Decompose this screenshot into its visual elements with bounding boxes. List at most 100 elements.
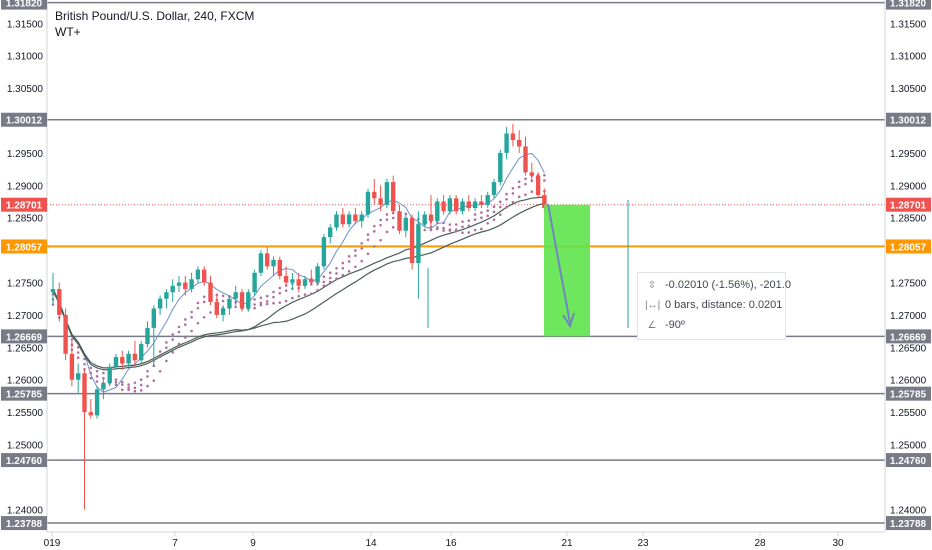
- candle-body[interactable]: [227, 298, 232, 309]
- candle-body[interactable]: [107, 366, 112, 383]
- candle-body[interactable]: [504, 133, 509, 153]
- candle-body[interactable]: [296, 279, 301, 286]
- candle-body[interactable]: [384, 182, 390, 205]
- level-price-tag-right: 1.31820: [890, 0, 927, 10]
- candle-body[interactable]: [359, 214, 364, 221]
- candle-body[interactable]: [510, 133, 516, 140]
- candle-body[interactable]: [466, 201, 471, 209]
- candle-body[interactable]: [176, 282, 182, 286]
- candle-body[interactable]: [283, 276, 289, 283]
- candle-body[interactable]: [422, 214, 427, 225]
- candle-body[interactable]: [460, 201, 465, 212]
- candle-body[interactable]: [50, 289, 56, 293]
- price-range-measure[interactable]: [427, 200, 629, 337]
- candle-body[interactable]: [88, 412, 93, 416]
- candle-body[interactable]: [315, 266, 320, 283]
- wt-dot-band-1: [454, 223, 458, 226]
- candle-body[interactable]: [479, 201, 484, 205]
- candle-body[interactable]: [132, 353, 138, 361]
- candle-body[interactable]: [139, 344, 144, 361]
- candle-body[interactable]: [353, 214, 358, 221]
- candle-body[interactable]: [416, 224, 421, 264]
- candle-body[interactable]: [164, 292, 169, 299]
- candle-body[interactable]: [372, 191, 377, 199]
- symbol-title[interactable]: British Pound/U.S. Dollar, 240, FXCM: [55, 9, 255, 23]
- candle-body[interactable]: [346, 214, 352, 225]
- candle-body[interactable]: [265, 253, 270, 267]
- candle-body[interactable]: [145, 327, 150, 345]
- candle-body[interactable]: [126, 353, 131, 364]
- candle-body[interactable]: [277, 259, 282, 277]
- wt-dot-band-2: [121, 388, 124, 392]
- wt-dot-band-1: [177, 325, 181, 329]
- candle-body[interactable]: [447, 198, 453, 212]
- candle-body[interactable]: [517, 139, 522, 147]
- candle-body[interactable]: [233, 292, 238, 299]
- trend-arrow[interactable]: [547, 203, 571, 324]
- candle-body[interactable]: [76, 373, 81, 380]
- candle-body[interactable]: [271, 259, 276, 267]
- y-tick-label-right: 1.25500: [890, 408, 927, 419]
- candle-body[interactable]: [340, 214, 345, 225]
- wt-dot-band-3: [146, 384, 149, 388]
- candle-body[interactable]: [183, 282, 188, 290]
- candle-body[interactable]: [428, 214, 434, 221]
- candle-body[interactable]: [485, 195, 490, 205]
- wt-dot-band-3: [499, 213, 502, 216]
- candle-body[interactable]: [290, 279, 295, 283]
- candle-body[interactable]: [441, 201, 446, 212]
- candle-body[interactable]: [189, 279, 194, 290]
- indicator-label[interactable]: WT+: [55, 25, 81, 39]
- level-price-tag-right: 1.25785: [890, 390, 927, 401]
- candle-body[interactable]: [409, 217, 415, 264]
- candle-body[interactable]: [202, 269, 207, 283]
- candle-body[interactable]: [94, 389, 100, 416]
- candle-body[interactable]: [101, 382, 106, 390]
- wt-dot-band-1: [486, 209, 490, 212]
- candle-body[interactable]: [378, 198, 383, 205]
- candle-body[interactable]: [69, 353, 75, 380]
- candle-body[interactable]: [258, 253, 264, 273]
- candle-body[interactable]: [82, 373, 87, 413]
- candle-body[interactable]: [498, 152, 503, 183]
- wt-dot-band-1: [121, 383, 124, 386]
- candle-body[interactable]: [220, 308, 226, 315]
- candle-body[interactable]: [302, 279, 308, 286]
- candle-body[interactable]: [113, 357, 119, 367]
- candle-body[interactable]: [391, 182, 396, 212]
- candle-body[interactable]: [365, 191, 371, 215]
- candle-body[interactable]: [523, 146, 528, 173]
- candle-body[interactable]: [170, 285, 175, 293]
- candle-body[interactable]: [208, 282, 213, 302]
- candle-body[interactable]: [309, 279, 314, 283]
- candle-body[interactable]: [252, 272, 257, 293]
- candle-body[interactable]: [328, 227, 333, 238]
- candle-body[interactable]: [246, 292, 251, 309]
- candle-body[interactable]: [195, 269, 201, 280]
- candle-body[interactable]: [321, 237, 327, 267]
- candle-body[interactable]: [151, 308, 156, 328]
- candle-body[interactable]: [334, 214, 339, 228]
- candle-body[interactable]: [529, 172, 534, 176]
- candlesticks[interactable]: [50, 123, 547, 510]
- candle-body[interactable]: [397, 211, 402, 231]
- candle-body[interactable]: [214, 301, 219, 315]
- candle-body[interactable]: [491, 182, 497, 196]
- candle-body[interactable]: [472, 201, 478, 209]
- candle-body[interactable]: [57, 289, 62, 315]
- candle-body[interactable]: [239, 292, 245, 309]
- candle-body[interactable]: [435, 201, 440, 221]
- candle-body[interactable]: [454, 198, 459, 212]
- candle-body[interactable]: [157, 298, 163, 309]
- wt-dot-band-3: [177, 342, 181, 346]
- y-tick-label-right: 1.31000: [890, 52, 927, 63]
- y-tick-label-left: 1.25500: [7, 408, 44, 419]
- candle-body[interactable]: [403, 217, 408, 231]
- level-price-tag-right: 1.23788: [890, 519, 927, 530]
- angle-text: -90º: [665, 319, 685, 331]
- candle-body[interactable]: [535, 175, 541, 196]
- candle-body[interactable]: [542, 195, 547, 209]
- candle-body[interactable]: [120, 357, 125, 364]
- candle-body[interactable]: [63, 314, 68, 354]
